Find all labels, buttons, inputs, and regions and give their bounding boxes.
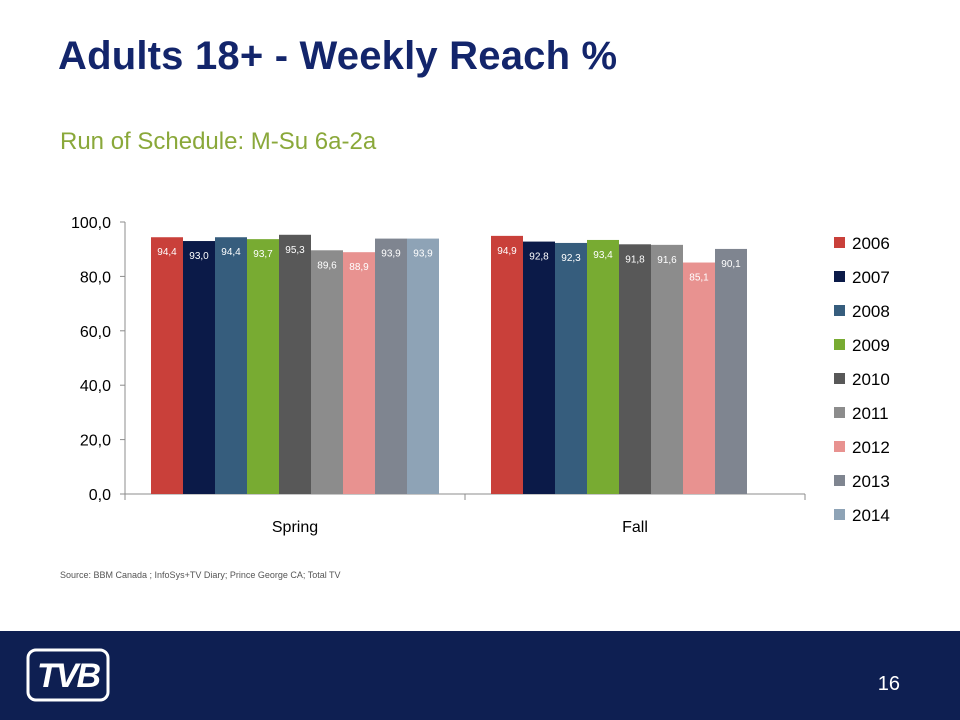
bar bbox=[619, 244, 651, 494]
bar-data-label: 94,9 bbox=[497, 246, 517, 257]
tvb-logo: TVB bbox=[26, 648, 110, 702]
bar-data-label: 88,9 bbox=[349, 262, 369, 273]
source-note: Source: BBM Canada ; InfoSys+TV Diary; P… bbox=[60, 570, 341, 580]
bar bbox=[651, 244, 683, 494]
legend-swatch bbox=[834, 441, 845, 452]
bar bbox=[375, 238, 407, 494]
x-category-label: Spring bbox=[272, 519, 318, 536]
legend-label: 2008 bbox=[852, 302, 890, 321]
bar-data-label: 93,9 bbox=[381, 249, 401, 260]
page-title: Adults 18+ - Weekly Reach % bbox=[58, 34, 618, 78]
bar bbox=[555, 242, 587, 494]
y-tick-label: 40,0 bbox=[80, 378, 111, 395]
y-tick-label: 80,0 bbox=[80, 269, 111, 286]
legend-label: 2013 bbox=[852, 472, 890, 491]
legend-swatch bbox=[834, 305, 845, 316]
legend-label: 2012 bbox=[852, 438, 890, 457]
bar-data-label: 92,3 bbox=[561, 253, 581, 264]
legend-swatch bbox=[834, 509, 845, 520]
bar bbox=[279, 234, 311, 494]
y-tick-label: 20,0 bbox=[80, 433, 111, 450]
bar bbox=[343, 252, 375, 494]
bar-data-label: 93,4 bbox=[593, 250, 613, 261]
bar bbox=[491, 235, 523, 494]
y-tick-label: 0,0 bbox=[89, 487, 111, 504]
page-number: 16 bbox=[877, 673, 900, 695]
bar bbox=[311, 250, 343, 494]
legend-label: 2007 bbox=[852, 268, 890, 287]
bar-data-label: 90,1 bbox=[721, 259, 741, 270]
bar bbox=[151, 237, 183, 494]
svg-text:TVB: TVB bbox=[37, 657, 100, 695]
bar bbox=[407, 238, 439, 494]
legend-swatch bbox=[834, 339, 845, 350]
legend-swatch bbox=[834, 237, 845, 248]
bar bbox=[523, 241, 555, 494]
bar-data-label: 95,3 bbox=[285, 245, 305, 256]
bar bbox=[683, 262, 715, 494]
bar-data-label: 85,1 bbox=[689, 273, 709, 284]
bar-data-label: 94,4 bbox=[157, 247, 177, 258]
legend-swatch bbox=[834, 407, 845, 418]
legend-label: 2010 bbox=[852, 370, 890, 389]
legend-label: 2014 bbox=[852, 506, 890, 525]
bar-data-label: 94,4 bbox=[221, 247, 241, 258]
chart-subtitle: Run of Schedule: M-Su 6a-2a bbox=[60, 128, 377, 155]
legend-swatch bbox=[834, 271, 845, 282]
bar-data-label: 93,9 bbox=[413, 249, 433, 260]
bar bbox=[183, 241, 215, 494]
bar bbox=[215, 237, 247, 494]
y-tick-label: 60,0 bbox=[80, 324, 111, 341]
bar bbox=[587, 239, 619, 494]
bar bbox=[247, 239, 279, 494]
bar-data-label: 92,8 bbox=[529, 252, 549, 263]
legend-swatch bbox=[834, 475, 845, 486]
legend-label: 2006 bbox=[852, 234, 890, 253]
x-category-label: Fall bbox=[622, 519, 648, 536]
footer-bar: TVB 16 bbox=[0, 631, 960, 720]
legend-label: 2009 bbox=[852, 336, 890, 355]
bar bbox=[715, 248, 747, 494]
legend-label: 2011 bbox=[852, 404, 889, 423]
legend-swatch bbox=[834, 373, 845, 384]
bar-data-label: 91,8 bbox=[625, 254, 645, 265]
bar-data-label: 93,0 bbox=[189, 251, 209, 262]
bar-chart: 0,0 20,0 40,0 60,0 80,0 100,0 Spring Fall 94,4 93… bbox=[71, 215, 890, 536]
bar-data-label: 91,6 bbox=[657, 255, 677, 266]
bar-data-label: 93,7 bbox=[253, 249, 273, 260]
bar-data-label: 89,6 bbox=[317, 260, 337, 271]
y-tick-label: 100,0 bbox=[71, 215, 111, 232]
